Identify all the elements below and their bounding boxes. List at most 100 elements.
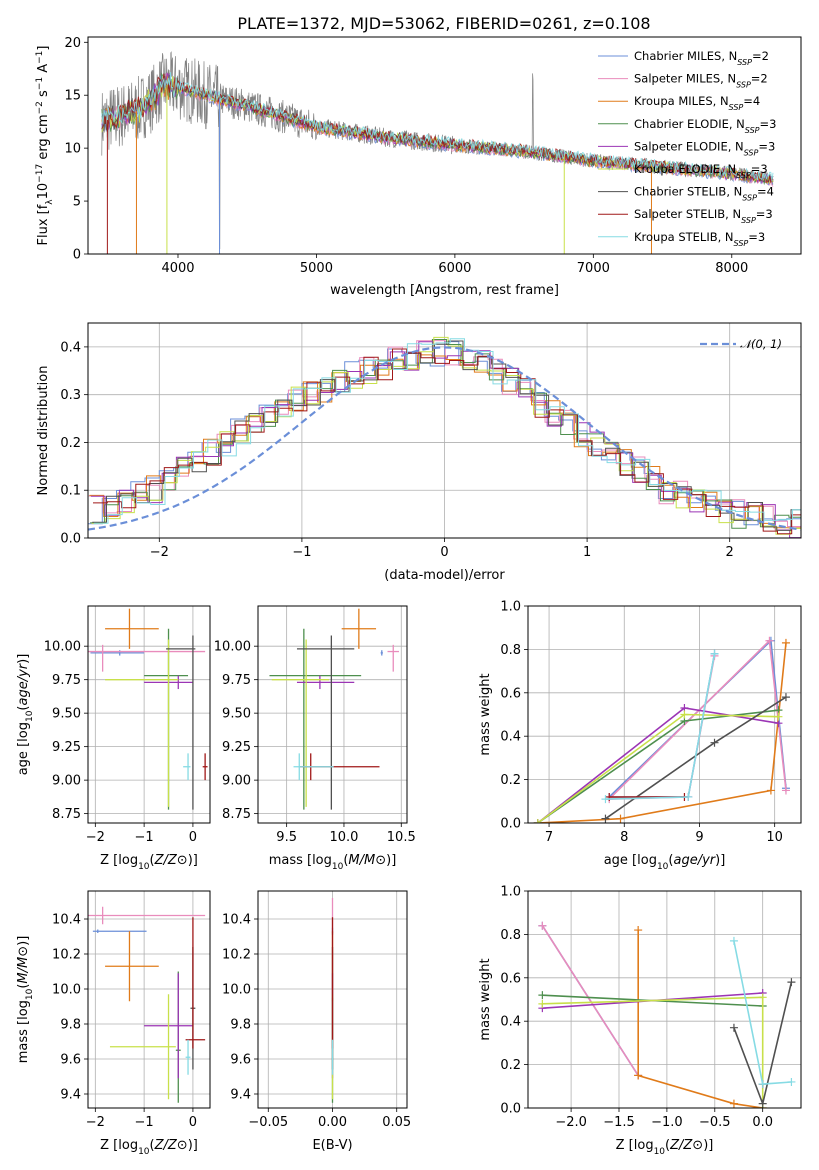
x-tick-label: 0.0 bbox=[752, 1115, 773, 1130]
legend-model-name: Salpeter ELODIE, N bbox=[634, 139, 744, 153]
weight-series-line bbox=[542, 996, 764, 1108]
y-tick-label: 0.6 bbox=[500, 971, 521, 986]
panel-4-frame bbox=[527, 605, 802, 824]
histogram-step-line bbox=[93, 348, 801, 535]
x-axis-label: Z [log10(Z/Z⊙)] bbox=[100, 853, 198, 872]
panel-4-axes: 7 8 9 10 0.0 0.2 0.4 0.6 0.8 1.0 bbox=[500, 600, 801, 845]
label-part: 10 bbox=[138, 862, 150, 872]
y-tick-label: 0.4 bbox=[60, 340, 81, 355]
legend-label: Kroupa MILES, NSSP=4 bbox=[634, 94, 760, 112]
x-tick-label: −1.5 bbox=[603, 1115, 635, 1130]
x-axis-label: wavelength [Angstrom, rest frame] bbox=[330, 283, 559, 298]
y-tick-label: 0.8 bbox=[500, 643, 521, 658]
weight-point-marker bbox=[758, 1099, 767, 1108]
y-tick-label: 5 bbox=[73, 195, 81, 210]
legend-model-name: Chabrier STELIB, N bbox=[634, 185, 742, 199]
x-axis-label: mass [log10(M/M⊙)] bbox=[269, 853, 397, 872]
panel-5-frame bbox=[87, 890, 211, 1109]
y-tick-label: 0.0 bbox=[500, 1102, 521, 1117]
weight-point-marker bbox=[787, 1077, 796, 1086]
legend-subscript: SSP bbox=[736, 171, 751, 180]
x-tick-label: −0.05 bbox=[248, 1115, 288, 1130]
x-tick-label: −1 bbox=[135, 1115, 154, 1130]
panel-0-axes: 4000 5000 6000 7000 8000 0 5 10 15 20 bbox=[64, 36, 748, 276]
label-part: erg cm bbox=[36, 114, 51, 163]
label-part: age [log bbox=[604, 853, 657, 868]
legend-subscript: SSP bbox=[744, 148, 759, 157]
weight-point-marker bbox=[710, 738, 719, 747]
legend-label: Chabrier MILES, NSSP=2 bbox=[634, 49, 769, 67]
legend-model-name: Chabrier ELODIE, N bbox=[634, 117, 745, 131]
panel-6-frame bbox=[257, 890, 408, 1109]
y-tick-label: 10.00 bbox=[214, 640, 251, 655]
legend-label: Salpeter STELIB, NSSP=3 bbox=[634, 207, 773, 225]
label-part: −2 bbox=[35, 101, 45, 114]
legend-label: 𝒩(0, 1) bbox=[740, 337, 782, 351]
legend-model-name: Chabrier MILES, N bbox=[634, 49, 737, 63]
legend-label: Chabrier STELIB, NSSP=4 bbox=[634, 185, 774, 203]
weight-point-marker bbox=[601, 795, 610, 804]
label-part: Z [log bbox=[100, 1138, 138, 1153]
x-tick-label: 9.5 bbox=[276, 830, 297, 845]
label-part: )] bbox=[386, 853, 396, 868]
legend-subscript: SSP bbox=[734, 238, 749, 247]
histogram-step-line bbox=[90, 341, 801, 538]
weight-point-marker bbox=[758, 993, 767, 1002]
legend-model-name: Salpeter STELIB, N bbox=[634, 207, 741, 221]
label-part: 10 bbox=[657, 862, 669, 872]
y-tick-label: 10.0 bbox=[52, 983, 81, 998]
weight-lines bbox=[538, 921, 796, 1108]
x-tick-label: −2.0 bbox=[555, 1115, 587, 1130]
legend-count: =3 bbox=[751, 162, 768, 176]
histogram-step-line bbox=[91, 336, 801, 535]
weight-point-marker bbox=[781, 638, 790, 647]
x-tick-label: 0 bbox=[440, 545, 448, 560]
label-part: 10 bbox=[25, 710, 35, 722]
errorbar-marks bbox=[88, 608, 208, 810]
panel-5-axes: −2 −1 0 9.4 9.6 9.8 10.0 10.2 10.4 bbox=[52, 891, 210, 1130]
x-tick-label: 6000 bbox=[438, 261, 471, 276]
weight-point-marker bbox=[729, 1023, 738, 1032]
x-tick-label: 5000 bbox=[300, 261, 333, 276]
x-tick-label: 0.05 bbox=[382, 1115, 411, 1130]
legend-subscript: SSP bbox=[729, 103, 744, 112]
legend-subscript: SSP bbox=[736, 80, 751, 89]
legend-subscript: SSP bbox=[741, 216, 756, 225]
x-axis-label: Z [log10(Z/Z⊙)] bbox=[100, 1138, 198, 1157]
errorbar-marks bbox=[269, 608, 399, 810]
legend-label: Chabrier ELODIE, NSSP=3 bbox=[634, 117, 776, 135]
y-tick-label: 1.0 bbox=[500, 885, 521, 900]
panel-3-axes: 9.5 10.0 10.5 8.75 9.00 9.25 9.50 9.75 10.00 bbox=[214, 606, 416, 845]
panel-1-axes: −2 −1 0 1 2 0.0 0.1 0.2 0.3 0.4 bbox=[60, 323, 801, 560]
label-part: )] bbox=[188, 853, 198, 868]
label-part: Z/Z⊙ bbox=[154, 1138, 188, 1153]
x-tick-label: 4000 bbox=[161, 261, 194, 276]
label-part: )] bbox=[16, 654, 31, 664]
label-part: 10 bbox=[25, 988, 35, 1000]
label-part: age/yr bbox=[673, 853, 716, 868]
panel-7-axes: −2.0 −1.5 −1.0 −0.5 0.0 0.0 0.2 0.4 0.6 0.8 1.0 bbox=[500, 885, 801, 1130]
panel-2-axes: −2 −1 0 8.75 9.00 9.25 9.50 9.75 10.00 bbox=[44, 606, 210, 845]
x-tick-label: 0.00 bbox=[318, 1115, 347, 1130]
label-part: ( bbox=[668, 853, 673, 868]
panel-1-frame bbox=[87, 322, 802, 539]
label-part: Z/Z⊙ bbox=[669, 1138, 703, 1153]
weight-point-marker bbox=[758, 1080, 767, 1089]
label-part: 10 bbox=[332, 862, 344, 872]
label-part: ( bbox=[343, 853, 348, 868]
weight-point-marker bbox=[729, 1099, 738, 1108]
label-part: ( bbox=[665, 1138, 670, 1153]
x-axis-label: E(B-V) bbox=[312, 1138, 352, 1153]
y-tick-label: 10.2 bbox=[222, 948, 251, 963]
weight-point-marker bbox=[774, 712, 783, 721]
y-tick-label: 1.0 bbox=[500, 600, 521, 615]
y-tick-label: 0.0 bbox=[60, 532, 81, 547]
x-tick-label: 8000 bbox=[715, 261, 748, 276]
legend-model-name: Kroupa ELODIE, N bbox=[634, 162, 736, 176]
label-part: )] bbox=[715, 853, 725, 868]
weight-lines bbox=[533, 636, 790, 823]
x-axis-label: age [log10(age/yr)] bbox=[604, 853, 726, 872]
label-part: ] bbox=[36, 46, 51, 51]
histogram-step-line bbox=[92, 340, 801, 531]
